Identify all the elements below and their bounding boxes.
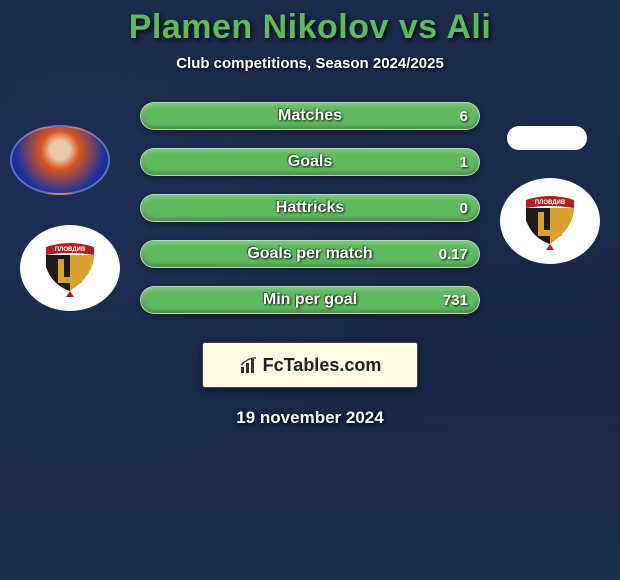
stats-list: Matches 6 Goals 1 Hattricks 0 Goals per … [140, 102, 480, 314]
stat-value-right: 1 [460, 154, 468, 171]
player-photo-right [507, 126, 587, 150]
club-badge-left: ПЛОВДИВ [20, 225, 120, 311]
page-title: Plamen Nikolov vs Ali [0, 8, 620, 47]
stat-value-right: 0.17 [439, 246, 468, 263]
stat-value-right: 6 [460, 108, 468, 125]
club-shield-right-icon: ПЛОВДИВ [522, 190, 578, 252]
stat-row: Matches 6 [140, 102, 480, 130]
stat-value-right: 731 [443, 292, 468, 309]
club-ribbon-text-right: ПЛОВДИВ [535, 200, 566, 206]
branding-box[interactable]: FcTables.com [202, 342, 418, 388]
stat-row: Goals per match 0.17 [140, 240, 480, 268]
stat-value-right: 0 [460, 200, 468, 217]
stat-label: Goals per match [247, 245, 372, 263]
chart-bar-icon [239, 355, 259, 375]
stat-label: Goals [288, 153, 332, 171]
main-container: Plamen Nikolov vs Ali Club competitions,… [0, 0, 620, 580]
stat-label: Min per goal [263, 291, 357, 309]
club-ribbon-text-left: ПЛОВДИВ [55, 247, 86, 253]
stat-row: Goals 1 [140, 148, 480, 176]
club-badge-right: ПЛОВДИВ [500, 178, 600, 264]
stat-row: Hattricks 0 [140, 194, 480, 222]
stat-row: Min per goal 731 [140, 286, 480, 314]
footer-date: 19 november 2024 [0, 408, 620, 428]
stat-label: Matches [278, 107, 342, 125]
branding-text: FcTables.com [263, 355, 382, 376]
stat-label: Hattricks [276, 199, 344, 217]
club-shield-left-icon: ПЛОВДИВ [42, 237, 98, 299]
page-subtitle: Club competitions, Season 2024/2025 [0, 55, 620, 72]
player-photo-left [10, 125, 110, 195]
